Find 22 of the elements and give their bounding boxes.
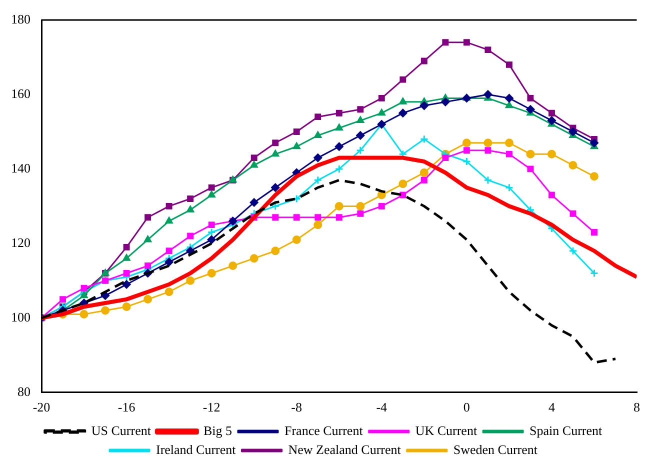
legend-label: Sweden Current xyxy=(453,442,538,457)
x-tick-label: -20 xyxy=(32,400,50,415)
y-tick-label: 180 xyxy=(11,11,30,26)
legend-label: US Current xyxy=(91,422,152,438)
x-tick-label: -16 xyxy=(118,400,136,415)
legend-label: Ireland Current xyxy=(156,442,236,457)
y-tick-label: 160 xyxy=(11,86,30,101)
legend-label: Big 5 xyxy=(203,422,232,438)
legend-label: New Zealand Current xyxy=(288,442,402,457)
y-tick-label: 80 xyxy=(18,384,30,399)
y-tick-label: 100 xyxy=(11,309,30,324)
x-tick-label: -12 xyxy=(202,400,220,415)
x-tick-label: 4 xyxy=(548,400,556,415)
y-tick-label: 140 xyxy=(11,160,30,176)
legend-label: Spain Current xyxy=(530,422,603,438)
x-tick-label: 8 xyxy=(634,400,640,415)
y-tick-label: 120 xyxy=(11,234,30,250)
x-tick-label: 0 xyxy=(463,400,470,415)
legend-label: France Current xyxy=(284,422,364,438)
x-tick-label: -8 xyxy=(291,400,302,415)
x-tick-label: -4 xyxy=(376,400,388,415)
legend-label: UK Current xyxy=(415,422,478,438)
